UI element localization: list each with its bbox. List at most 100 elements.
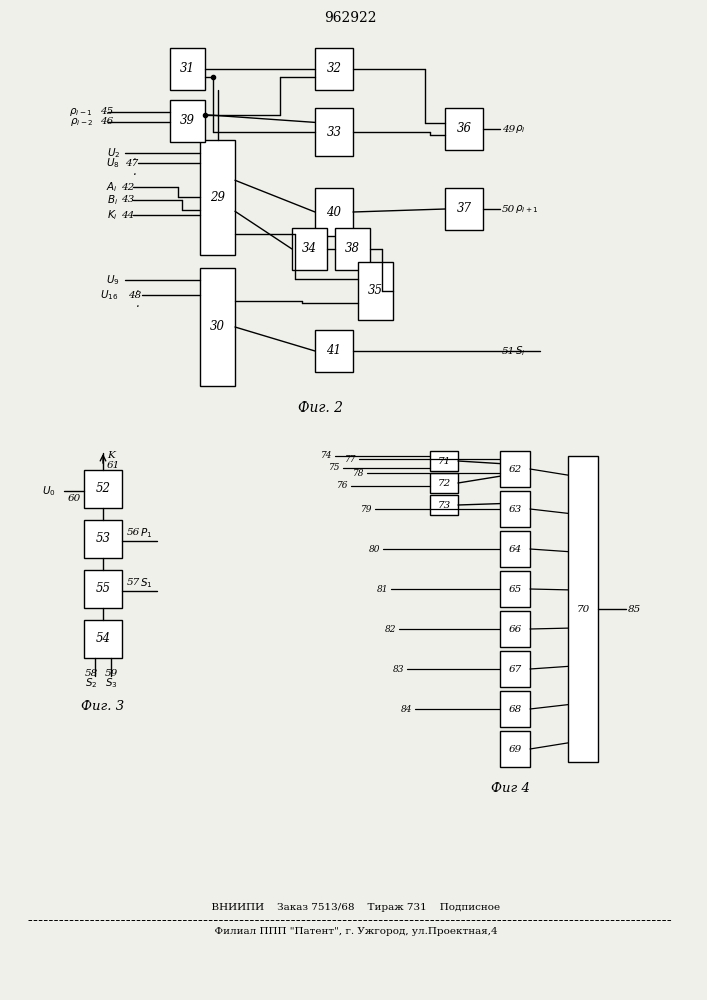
Text: ·
·: · · xyxy=(133,154,137,182)
Bar xyxy=(84,520,122,558)
Text: 65: 65 xyxy=(508,584,522,593)
Text: 32: 32 xyxy=(327,62,341,76)
Text: 51: 51 xyxy=(502,347,515,356)
Bar xyxy=(500,571,530,607)
Text: 34: 34 xyxy=(302,242,317,255)
Text: 41: 41 xyxy=(327,344,341,358)
Text: 82: 82 xyxy=(385,624,396,634)
Text: 56: 56 xyxy=(127,528,140,537)
Text: $U_2$: $U_2$ xyxy=(107,146,120,160)
Text: 59: 59 xyxy=(105,668,118,678)
Bar xyxy=(84,570,122,608)
Text: 55: 55 xyxy=(95,582,110,595)
Text: Фиг. 3: Фиг. 3 xyxy=(81,700,124,712)
Bar xyxy=(315,108,353,156)
Text: 42: 42 xyxy=(121,182,134,192)
Text: $S_3$: $S_3$ xyxy=(105,676,117,690)
Text: 63: 63 xyxy=(508,504,522,514)
Bar xyxy=(84,470,122,508)
Text: 83: 83 xyxy=(392,664,404,674)
Text: 45: 45 xyxy=(100,107,113,116)
Text: Филиал ППП "Патент", г. Ужгород, ул.Проектная,4: Филиал ППП "Патент", г. Ужгород, ул.Прое… xyxy=(208,928,498,936)
Bar xyxy=(500,491,530,527)
Text: $S_i$: $S_i$ xyxy=(515,344,525,358)
Text: $P_1$: $P_1$ xyxy=(140,526,152,540)
Bar xyxy=(500,531,530,567)
Text: 33: 33 xyxy=(327,125,341,138)
Bar xyxy=(170,48,205,90)
Text: $K_i$: $K_i$ xyxy=(107,208,118,222)
Text: 64: 64 xyxy=(508,544,522,554)
Text: 962922: 962922 xyxy=(324,11,376,25)
Text: 74: 74 xyxy=(320,452,332,460)
Text: 58: 58 xyxy=(85,668,98,678)
Text: 70: 70 xyxy=(576,604,590,613)
Text: 73: 73 xyxy=(438,500,450,510)
Text: $U_9$: $U_9$ xyxy=(106,273,120,287)
Text: 38: 38 xyxy=(345,242,360,255)
Bar xyxy=(500,651,530,687)
Text: 40: 40 xyxy=(327,206,341,219)
Text: $U_8$: $U_8$ xyxy=(106,156,120,170)
Text: ВНИИПИ    Заказ 7513/68    Тираж 731    Подписное: ВНИИПИ Заказ 7513/68 Тираж 731 Подписное xyxy=(206,902,501,912)
Text: $U_0$: $U_0$ xyxy=(42,484,56,498)
Text: 80: 80 xyxy=(368,544,380,554)
Bar xyxy=(430,495,458,515)
Bar xyxy=(335,228,370,270)
Text: 48: 48 xyxy=(128,290,141,300)
Bar xyxy=(568,456,598,762)
Bar xyxy=(430,473,458,493)
Text: 81: 81 xyxy=(377,584,388,593)
Text: 50: 50 xyxy=(502,205,515,214)
Bar xyxy=(500,731,530,767)
Text: 85: 85 xyxy=(628,604,641,613)
Text: 46: 46 xyxy=(100,117,113,126)
Text: $S_1$: $S_1$ xyxy=(140,576,153,590)
Text: $U_{16}$: $U_{16}$ xyxy=(100,288,118,302)
Text: $\rho_{i-2}$: $\rho_{i-2}$ xyxy=(69,116,93,128)
Text: 78: 78 xyxy=(353,468,364,478)
Text: 67: 67 xyxy=(508,664,522,674)
Text: 69: 69 xyxy=(508,744,522,754)
Text: 62: 62 xyxy=(508,464,522,474)
Text: $S_2$: $S_2$ xyxy=(85,676,98,690)
Bar xyxy=(430,451,458,471)
Text: 47: 47 xyxy=(125,158,139,167)
Text: 60: 60 xyxy=(67,494,81,503)
Bar xyxy=(315,188,353,236)
Text: K: K xyxy=(107,452,115,460)
Bar xyxy=(500,451,530,487)
Text: 43: 43 xyxy=(121,196,134,205)
Text: $A_i$: $A_i$ xyxy=(106,180,118,194)
Text: 79: 79 xyxy=(361,504,372,514)
Text: 66: 66 xyxy=(508,624,522,634)
Text: 37: 37 xyxy=(457,202,472,216)
Text: 61: 61 xyxy=(107,462,120,471)
Bar xyxy=(315,48,353,90)
Text: 31: 31 xyxy=(180,62,195,76)
Bar xyxy=(358,262,393,320)
Text: 84: 84 xyxy=(400,704,412,714)
Text: 54: 54 xyxy=(95,633,110,646)
Text: 36: 36 xyxy=(457,122,472,135)
Bar xyxy=(445,188,483,230)
Bar xyxy=(200,140,235,255)
Text: 39: 39 xyxy=(180,114,195,127)
Text: 71: 71 xyxy=(438,456,450,466)
Bar xyxy=(200,268,235,386)
Text: 72: 72 xyxy=(438,479,450,488)
Text: 35: 35 xyxy=(368,284,383,298)
Bar xyxy=(292,228,327,270)
Text: $\rho_{i+1}$: $\rho_{i+1}$ xyxy=(515,203,539,215)
Bar xyxy=(500,691,530,727)
Text: 44: 44 xyxy=(121,211,134,220)
Text: 75: 75 xyxy=(329,464,340,473)
Text: 68: 68 xyxy=(508,704,522,714)
Text: 29: 29 xyxy=(210,191,225,204)
Text: $\rho_{i-1}$: $\rho_{i-1}$ xyxy=(69,106,93,118)
Text: ·
·: · · xyxy=(136,286,140,314)
Bar xyxy=(445,108,483,150)
Text: $B_i$: $B_i$ xyxy=(107,193,118,207)
Bar xyxy=(500,611,530,647)
Text: 53: 53 xyxy=(95,532,110,546)
